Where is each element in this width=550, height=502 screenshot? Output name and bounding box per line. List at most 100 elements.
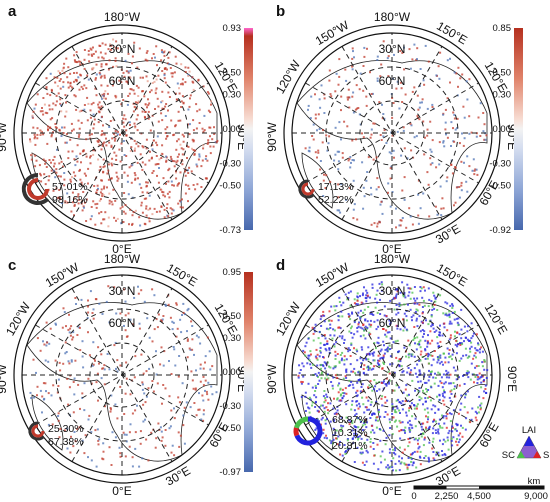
data-pixel <box>453 71 456 74</box>
data-pixel <box>151 156 153 159</box>
data-pixel <box>191 348 194 351</box>
data-pixel <box>89 155 92 158</box>
data-pixel <box>389 427 392 429</box>
data-pixel <box>109 410 112 413</box>
data-pixel <box>41 110 44 113</box>
data-pixel <box>480 402 483 405</box>
data-pixel <box>398 460 401 463</box>
percentage-label: 17.13% <box>318 181 354 193</box>
data-pixel <box>399 437 402 440</box>
data-pixel <box>453 310 456 313</box>
data-pixel <box>349 349 351 351</box>
data-pixel <box>385 384 388 387</box>
data-pixel <box>391 403 394 406</box>
data-pixel <box>59 102 62 105</box>
data-pixel <box>338 443 341 446</box>
data-pixel <box>106 172 109 175</box>
data-pixel <box>418 343 421 346</box>
data-pixel <box>119 160 122 163</box>
data-pixel <box>326 342 328 345</box>
data-pixel <box>414 437 417 440</box>
data-pixel <box>46 92 49 95</box>
data-pixel <box>350 343 353 346</box>
data-pixel <box>71 86 74 89</box>
data-pixel <box>455 352 458 355</box>
data-pixel <box>181 198 183 201</box>
longitude-label: 120°W <box>273 57 304 96</box>
data-pixel <box>430 300 433 303</box>
data-pixel <box>180 331 183 334</box>
data-pixel <box>161 153 164 156</box>
data-pixel <box>405 384 408 387</box>
data-pixel <box>359 309 362 312</box>
data-pixel <box>83 172 86 175</box>
data-pixel <box>408 419 411 422</box>
data-pixel <box>114 436 117 439</box>
data-pixel <box>375 400 378 403</box>
data-pixel <box>46 142 49 145</box>
data-pixel <box>324 399 327 402</box>
data-pixel <box>148 220 151 223</box>
data-pixel <box>448 316 451 319</box>
data-pixel <box>455 186 458 189</box>
data-pixel <box>366 366 369 369</box>
data-pixel <box>362 207 365 210</box>
data-pixel <box>181 95 184 98</box>
data-pixel <box>199 380 202 383</box>
data-pixel <box>332 367 335 370</box>
data-pixel <box>304 345 307 348</box>
data-pixel <box>204 389 206 392</box>
data-pixel <box>195 334 198 337</box>
data-pixel <box>191 338 194 341</box>
data-pixel <box>67 81 70 84</box>
data-pixel <box>380 200 383 203</box>
data-pixel <box>63 172 66 174</box>
data-pixel <box>449 81 451 84</box>
data-pixel <box>157 313 160 316</box>
data-pixel <box>178 355 181 357</box>
data-pixel <box>127 193 130 196</box>
data-pixel <box>71 338 74 341</box>
data-pixel <box>326 149 329 152</box>
data-pixel <box>181 206 184 209</box>
data-pixel <box>141 383 144 386</box>
data-pixel <box>454 369 457 372</box>
data-pixel <box>141 381 144 384</box>
data-pixel <box>450 163 453 166</box>
data-pixel <box>451 358 453 361</box>
data-pixel <box>63 429 66 432</box>
data-pixel <box>101 192 104 195</box>
data-pixel <box>346 298 349 301</box>
data-pixel <box>151 340 154 343</box>
data-pixel <box>205 390 208 393</box>
data-pixel <box>439 294 442 297</box>
data-pixel <box>356 295 359 298</box>
data-pixel <box>368 352 371 355</box>
data-pixel <box>202 375 205 378</box>
data-pixel <box>349 166 352 169</box>
data-pixel <box>158 167 160 169</box>
data-pixel <box>412 461 415 464</box>
data-pixel <box>441 392 444 395</box>
data-pixel <box>48 108 51 111</box>
data-pixel <box>64 115 67 118</box>
data-pixel <box>348 106 351 109</box>
data-pixel <box>84 434 87 437</box>
data-pixel <box>399 462 402 465</box>
data-pixel <box>44 183 47 186</box>
data-pixel <box>360 346 363 349</box>
data-pixel <box>410 316 413 319</box>
data-pixel <box>193 353 195 356</box>
data-pixel <box>447 352 450 355</box>
data-pixel <box>399 291 402 294</box>
data-pixel <box>383 363 385 365</box>
longitude-label: 180°W <box>374 252 411 266</box>
data-pixel <box>452 127 454 130</box>
data-pixel <box>29 138 31 141</box>
data-pixel <box>135 118 138 121</box>
data-pixel <box>152 170 155 172</box>
data-pixel <box>463 325 466 328</box>
data-pixel <box>413 86 416 89</box>
data-pixel <box>424 44 427 47</box>
data-pixel <box>198 408 201 411</box>
